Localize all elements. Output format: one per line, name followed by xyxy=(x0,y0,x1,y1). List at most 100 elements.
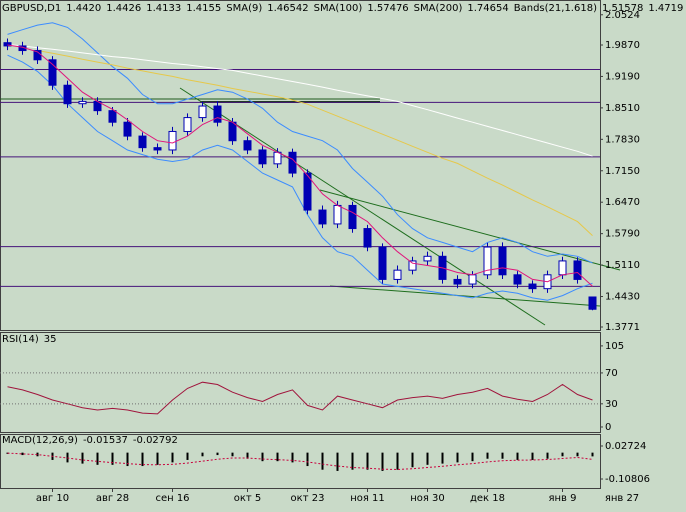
candle-body xyxy=(123,121,132,137)
header-text: -0.02792 xyxy=(133,435,178,446)
macd-bar xyxy=(231,452,234,457)
x-tick-label: ноя 30 xyxy=(410,493,445,504)
rsi-panel xyxy=(0,332,601,433)
y-tick-label: -0.10806 xyxy=(605,474,650,485)
macd-bar xyxy=(381,452,384,471)
sma-line xyxy=(37,50,593,236)
macd-bar xyxy=(276,452,279,462)
x-tick-label: авг 28 xyxy=(96,493,129,504)
candle-body xyxy=(3,42,12,47)
x-tick-label: окт 5 xyxy=(234,493,262,504)
header-text: SMA(100) xyxy=(314,3,363,14)
candle-body xyxy=(348,204,357,230)
macd-bar xyxy=(36,452,39,457)
header-text: 1.4420 xyxy=(66,3,101,14)
macd-bar xyxy=(111,452,114,465)
macd-bar xyxy=(486,452,489,459)
candle-body xyxy=(468,274,477,285)
macd-bar xyxy=(141,452,144,467)
candle-body xyxy=(273,151,282,165)
x-tick-label: окт 23 xyxy=(291,493,325,504)
candle-body xyxy=(528,283,537,290)
y-tick-label: 1.8510 xyxy=(605,103,640,114)
trend-line xyxy=(319,189,621,271)
y-tick-label: 1.5790 xyxy=(605,229,640,240)
y-tick-label: 1.4430 xyxy=(605,292,640,303)
macd-panel xyxy=(0,434,601,489)
x-tick-label: дек 18 xyxy=(470,493,505,504)
header-text: 1.4133 xyxy=(146,3,181,14)
y-tick-label: 105 xyxy=(605,341,624,352)
y-tick-label: 1.7830 xyxy=(605,134,640,145)
candle-body xyxy=(108,110,117,123)
macd-bar xyxy=(531,452,534,460)
candle-body xyxy=(393,269,402,280)
candle-body xyxy=(498,246,507,276)
candle-body xyxy=(288,151,297,174)
macd-bar xyxy=(126,452,129,467)
macd-bar xyxy=(96,452,99,465)
macd-bar xyxy=(396,452,399,470)
candle-body xyxy=(333,204,342,225)
macd-bar xyxy=(456,452,459,463)
band-line xyxy=(7,54,593,301)
rsi-line xyxy=(7,381,593,415)
macd-bar xyxy=(591,452,594,457)
header-text: 1.46542 xyxy=(267,3,308,14)
header-text: 1.51578 xyxy=(602,3,643,14)
macd-bar xyxy=(426,452,429,465)
y-tick-label: 0 xyxy=(605,422,611,433)
sma-line xyxy=(7,44,593,157)
header-text: SMA(200) xyxy=(414,3,463,14)
y-tick-label: 0.02724 xyxy=(605,441,646,452)
candle-body xyxy=(198,105,207,119)
macd-bar xyxy=(411,452,414,468)
candle-body xyxy=(558,260,567,276)
macd-bar xyxy=(576,452,579,457)
y-tick-label: 2.0524 xyxy=(605,10,640,21)
macd-bar xyxy=(156,452,159,465)
header-text: -0.01537 xyxy=(83,435,128,446)
candle-body xyxy=(408,260,417,271)
y-tick-label: 1.3771 xyxy=(605,322,640,333)
macd-bar xyxy=(21,452,24,456)
y-tick-label: 1.9870 xyxy=(605,40,640,51)
macd-bar xyxy=(171,452,174,463)
header-text: RSI(14) xyxy=(2,334,39,345)
candle-body xyxy=(138,135,147,149)
header-text: Bands(21,1.618) xyxy=(514,3,597,14)
candle-body xyxy=(423,255,432,262)
macd-bar xyxy=(201,452,204,457)
candle-body xyxy=(303,172,312,211)
candle-body xyxy=(63,84,72,105)
candle-body xyxy=(588,296,597,310)
header-text: SMA(9) xyxy=(226,3,262,14)
macd-bar xyxy=(291,452,294,463)
header-text: 35 xyxy=(44,334,57,345)
x-tick-label: авг 10 xyxy=(36,493,69,504)
candle-body xyxy=(258,149,267,165)
macd-bar xyxy=(336,452,339,471)
macd-bar xyxy=(261,452,264,462)
candle-body xyxy=(48,59,57,86)
macd-bar xyxy=(471,452,474,462)
macd-bar xyxy=(561,452,564,457)
band-line xyxy=(7,22,593,264)
y-tick-label: 1.9190 xyxy=(605,71,640,82)
y-tick-label: 1.5110 xyxy=(605,260,640,271)
header-text: 1.4719 xyxy=(648,3,683,14)
sma-line xyxy=(7,44,593,287)
candle-body xyxy=(243,140,252,151)
y-tick-label: 30 xyxy=(605,399,618,410)
header-text: 1.74654 xyxy=(467,3,508,14)
macd-bar xyxy=(186,452,189,460)
macd-bar xyxy=(441,452,444,464)
macd-bar xyxy=(501,452,504,459)
candle-body xyxy=(213,105,222,123)
macd-bar xyxy=(546,452,549,459)
x-tick-label: янв 9 xyxy=(549,493,577,504)
macd-bar xyxy=(366,452,369,470)
